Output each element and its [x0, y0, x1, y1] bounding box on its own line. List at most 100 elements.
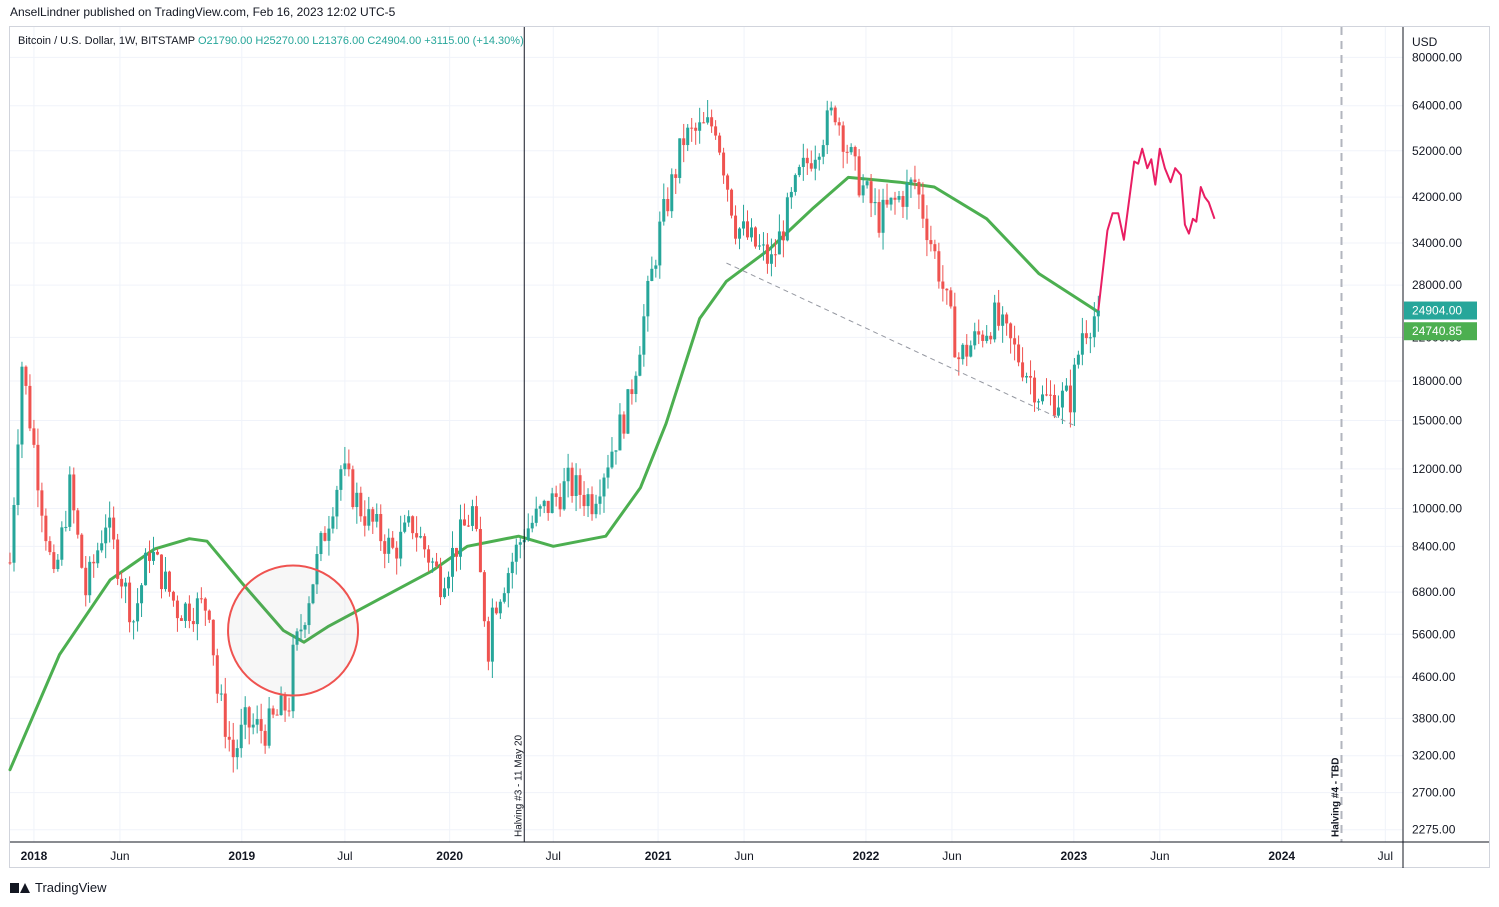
- candle-body: [267, 708, 271, 746]
- x-tick-label: Jun: [942, 849, 961, 863]
- candle-body: [997, 302, 1001, 326]
- candle-body: [44, 515, 48, 542]
- candle-body: [622, 414, 626, 434]
- candle-body: [598, 496, 602, 504]
- candle-body: [454, 547, 458, 557]
- candle-body: [738, 228, 742, 239]
- y-tick-label: 10000.00: [1412, 501, 1462, 515]
- candle-body: [1096, 310, 1100, 317]
- candle-body: [271, 708, 275, 715]
- candle-body: [666, 198, 670, 212]
- candle-body: [678, 138, 682, 178]
- candle-body: [953, 306, 957, 358]
- ohlc-values: O21790.00 H25270.00 L21376.00 C24904.00: [197, 35, 422, 47]
- grid: [10, 27, 1403, 842]
- candle-body: [909, 179, 913, 184]
- candle-body: [235, 748, 239, 758]
- footer: TradingView: [10, 880, 107, 895]
- publisher-line: AnselLindner published on TradingView.co…: [10, 5, 396, 19]
- halving-marker-label: Halving #3 - 11 May 20: [513, 734, 524, 837]
- candle-body: [371, 509, 375, 522]
- candle-body: [431, 561, 435, 563]
- x-tick-label: 2022: [853, 849, 880, 863]
- candle-body: [554, 493, 558, 497]
- y-tick-label: 64000.00: [1412, 99, 1462, 113]
- candle-body: [144, 552, 148, 586]
- candle-body: [654, 265, 658, 269]
- candle-body: [957, 357, 961, 360]
- candle-body: [837, 122, 841, 126]
- candle-body: [367, 509, 371, 526]
- candle-body: [781, 231, 785, 241]
- candle-body: [945, 288, 949, 291]
- candle-body: [682, 138, 686, 146]
- candle-body: [510, 561, 514, 574]
- candle-body: [339, 469, 343, 490]
- candle-body: [570, 467, 574, 497]
- candle-body: [291, 644, 295, 712]
- candle-body: [470, 506, 474, 526]
- halving-marker-label: Halving #4 - TBD: [1330, 758, 1341, 837]
- y-tick-label: 3800.00: [1412, 711, 1456, 725]
- candle-body: [375, 513, 379, 522]
- candle-body: [283, 695, 287, 711]
- candle-body: [24, 366, 28, 386]
- candle-body: [586, 494, 590, 507]
- ma-value-tag-bg: [1404, 322, 1477, 341]
- candle-body: [299, 629, 303, 632]
- candle-body: [606, 467, 610, 478]
- candle-body: [28, 385, 32, 429]
- ma-value-tag: 24740.85: [1412, 324, 1462, 338]
- candle-body: [746, 221, 750, 238]
- candle-body: [1044, 394, 1048, 396]
- candle-body: [458, 519, 462, 557]
- y-tick-label: 28000.00: [1412, 278, 1462, 292]
- candle-body: [415, 533, 419, 538]
- candle-body: [841, 125, 845, 152]
- candle-body: [128, 582, 132, 623]
- candle-body: [20, 366, 24, 445]
- y-tick-label: 4600.00: [1412, 670, 1456, 684]
- candle-body: [1013, 338, 1017, 345]
- candle-body: [231, 739, 235, 758]
- moving-average: [8, 175, 1100, 772]
- candle-body: [8, 562, 12, 564]
- candle-body: [1001, 314, 1005, 326]
- candle-body: [175, 600, 179, 619]
- candle-body: [873, 202, 877, 204]
- candle-body: [494, 607, 498, 614]
- y-tick-label: 2275.00: [1412, 823, 1456, 837]
- candle-body: [753, 227, 757, 247]
- x-tick-label: 2018: [21, 849, 48, 863]
- candle-body: [163, 571, 167, 590]
- candle-body: [120, 578, 124, 587]
- candle-body: [307, 603, 311, 626]
- candle-body: [698, 122, 702, 131]
- candle-body: [223, 693, 227, 737]
- candle-body: [929, 240, 933, 245]
- candle-body: [534, 508, 538, 523]
- candle-body: [490, 607, 494, 662]
- candle-body: [1021, 362, 1025, 378]
- candle-body: [411, 516, 415, 534]
- last-price-tag: 24904.00: [1412, 304, 1462, 318]
- candle-body: [12, 505, 16, 563]
- candle-body: [965, 344, 969, 357]
- candle-body: [542, 500, 546, 507]
- candle-body: [275, 714, 279, 716]
- candle-body: [749, 227, 753, 238]
- chart-frame: [9, 26, 1490, 868]
- candle-body: [901, 196, 905, 207]
- x-tick-label: 2024: [1268, 849, 1295, 863]
- candle-body: [566, 467, 570, 482]
- candle-body: [68, 474, 72, 527]
- footer-brand[interactable]: TradingView: [35, 880, 107, 895]
- candle-body: [614, 450, 618, 452]
- candle-body: [215, 655, 219, 694]
- price-axis-unit: USD: [1412, 35, 1438, 49]
- candle-body: [797, 166, 801, 176]
- candle-body: [152, 551, 156, 561]
- candle-body: [395, 547, 399, 559]
- candle-body: [482, 572, 486, 622]
